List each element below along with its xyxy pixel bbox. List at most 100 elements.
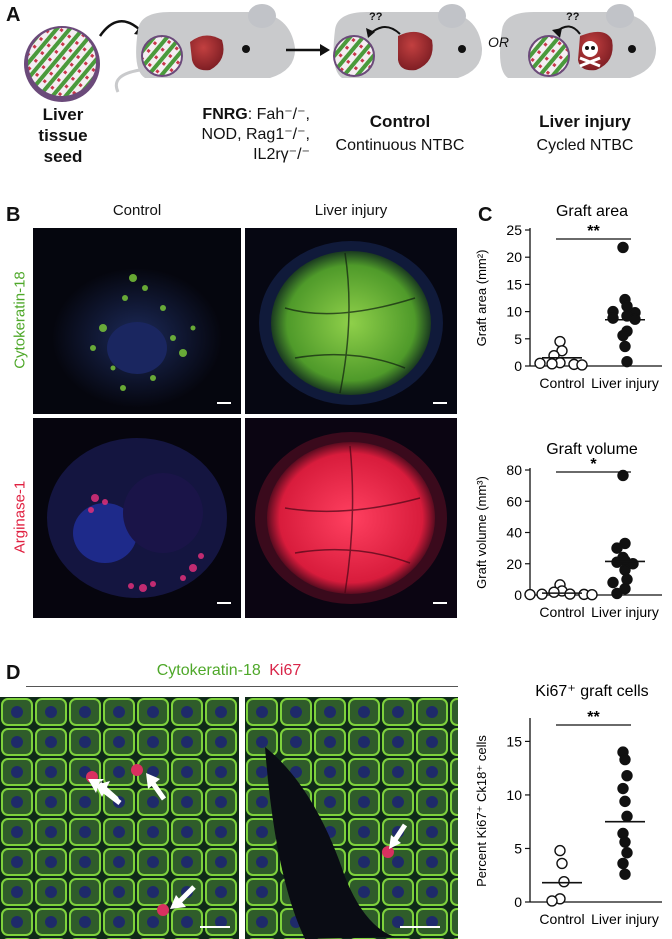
data-point bbox=[619, 868, 631, 880]
data-point bbox=[617, 329, 629, 342]
arrow-icon bbox=[88, 779, 120, 801]
data-point bbox=[558, 875, 570, 888]
seed-label: Liver tissue seed bbox=[38, 105, 88, 166]
stain-legend: Cytokeratin-18 Ki67 bbox=[0, 662, 458, 680]
data-point bbox=[621, 769, 633, 782]
data-point bbox=[564, 588, 576, 600]
panel-letter-c: C bbox=[478, 204, 493, 226]
ki67-chart: Ki67⁺ graft cells Percent Ki67⁺ Ck18⁺ cel… bbox=[474, 683, 662, 927]
chart-title: Graft area bbox=[556, 203, 628, 220]
scale-bar bbox=[217, 602, 231, 604]
arrow-icon bbox=[176, 885, 196, 905]
injury-title: Liver injury bbox=[539, 112, 631, 131]
y-tick-label: 10 bbox=[506, 304, 522, 320]
y-tick-label: 20 bbox=[506, 556, 522, 572]
micrograph-ck18-injury bbox=[245, 228, 457, 414]
scale-bar bbox=[200, 926, 230, 928]
x-tick-label: Liver injury bbox=[591, 604, 659, 620]
stain-label-ki67: Ki67 bbox=[269, 662, 302, 679]
data-point bbox=[619, 795, 631, 808]
significance-label: * bbox=[590, 456, 597, 473]
data-point bbox=[621, 573, 633, 586]
data-point bbox=[546, 358, 558, 370]
fnrg-line3: IL2rγ⁻/⁻ bbox=[253, 146, 310, 163]
control-subtitle: Continuous NTBC bbox=[335, 137, 465, 154]
data-point bbox=[621, 355, 633, 368]
scale-bar bbox=[400, 926, 440, 928]
arrow-icon bbox=[149, 780, 167, 801]
or-label: OR bbox=[488, 34, 509, 50]
data-point bbox=[607, 576, 619, 589]
stain-label-ck18: Cytokeratin-18 bbox=[156, 662, 261, 679]
data-point bbox=[611, 542, 623, 554]
y-axis-label: Percent Ki67⁺ Ck18⁺ cells bbox=[474, 735, 489, 887]
data-point bbox=[619, 753, 631, 766]
x-tick-label: Control bbox=[539, 375, 584, 391]
y-tick-label: 15 bbox=[506, 276, 522, 292]
fnrg-line2: NOD, Rag1⁻/⁻, bbox=[201, 126, 310, 143]
control-title: Control bbox=[369, 112, 431, 131]
y-axis-label: Graft area (mm²) bbox=[474, 250, 489, 347]
data-point bbox=[524, 588, 536, 601]
scale-bar bbox=[217, 402, 231, 404]
chart-title: Ki67⁺ graft cells bbox=[535, 683, 648, 700]
data-point bbox=[607, 312, 619, 324]
seed-sphere bbox=[24, 26, 100, 102]
micrograph-arg1-injury bbox=[245, 418, 457, 618]
panel-letter-d: D bbox=[6, 662, 21, 684]
row-label-arg1: Arginase-1 bbox=[11, 480, 29, 554]
data-point bbox=[534, 357, 546, 369]
y-tick-label: 10 bbox=[506, 787, 522, 803]
data-point bbox=[556, 857, 568, 870]
chart-title: Graft volume bbox=[546, 441, 638, 458]
graft-area-chart: Graft area Graft area (mm²) 0 5 10 15 20 25 Cont… bbox=[474, 203, 662, 391]
injury-mouse-icon bbox=[500, 4, 657, 78]
significance-label: ** bbox=[587, 709, 600, 726]
data-point bbox=[536, 588, 548, 600]
fnrg-genotype: FNRG: Fah⁻/⁻, NOD, Rag1⁻/⁻, IL2rγ⁻/⁻ bbox=[150, 105, 310, 165]
y-tick-label: 0 bbox=[514, 894, 522, 910]
micrograph-ki67-injury bbox=[245, 697, 458, 939]
y-tick-label: 0 bbox=[514, 587, 522, 603]
arrow-icon bbox=[101, 788, 122, 805]
micrograph-arg1-control bbox=[33, 418, 241, 618]
data-point bbox=[548, 586, 560, 598]
y-tick-label: 15 bbox=[506, 733, 522, 749]
y-tick-label: 5 bbox=[514, 331, 522, 347]
data-point bbox=[621, 810, 633, 823]
arrow-icon bbox=[98, 20, 141, 37]
data-point bbox=[619, 564, 631, 576]
y-tick-label: 40 bbox=[506, 525, 522, 541]
data-point bbox=[556, 345, 568, 357]
micrograph-ki67-control bbox=[0, 697, 239, 939]
panel-letter-a: A bbox=[6, 4, 21, 26]
qq-label-injury: ?? bbox=[566, 11, 580, 23]
qq-label-control: ?? bbox=[369, 11, 383, 23]
x-tick-label: Control bbox=[539, 604, 584, 620]
panel-letter-b: B bbox=[6, 204, 21, 226]
y-tick-label: 60 bbox=[506, 493, 522, 509]
data-point bbox=[546, 895, 558, 907]
data-point bbox=[554, 844, 566, 857]
data-point bbox=[621, 847, 633, 859]
y-tick-label: 80 bbox=[506, 462, 522, 478]
x-tick-label: Control bbox=[539, 911, 584, 927]
graft-volume-chart: Graft volume Graft volume (mm³) 0 20 40 60 80 C… bbox=[474, 441, 662, 620]
significance-label: ** bbox=[587, 223, 600, 240]
stain-underline bbox=[26, 686, 458, 687]
control-mouse-icon bbox=[333, 4, 483, 78]
data-point bbox=[617, 782, 629, 795]
scale-bar bbox=[433, 402, 447, 404]
data-point bbox=[619, 340, 631, 353]
row-label-ck18: Cytokeratin-18 bbox=[11, 271, 29, 369]
scale-bar bbox=[433, 602, 447, 604]
x-tick-label: Liver injury bbox=[591, 375, 659, 391]
y-axis-label: Graft volume (mm³) bbox=[474, 476, 489, 589]
y-tick-label: 25 bbox=[506, 222, 522, 238]
data-point bbox=[617, 857, 629, 870]
fnrg-bold: FNRG bbox=[202, 106, 248, 123]
y-tick-label: 0 bbox=[514, 358, 522, 374]
col-header-control: Control bbox=[112, 202, 162, 219]
micrograph-ck18-control bbox=[33, 228, 241, 414]
data-point bbox=[617, 241, 629, 254]
